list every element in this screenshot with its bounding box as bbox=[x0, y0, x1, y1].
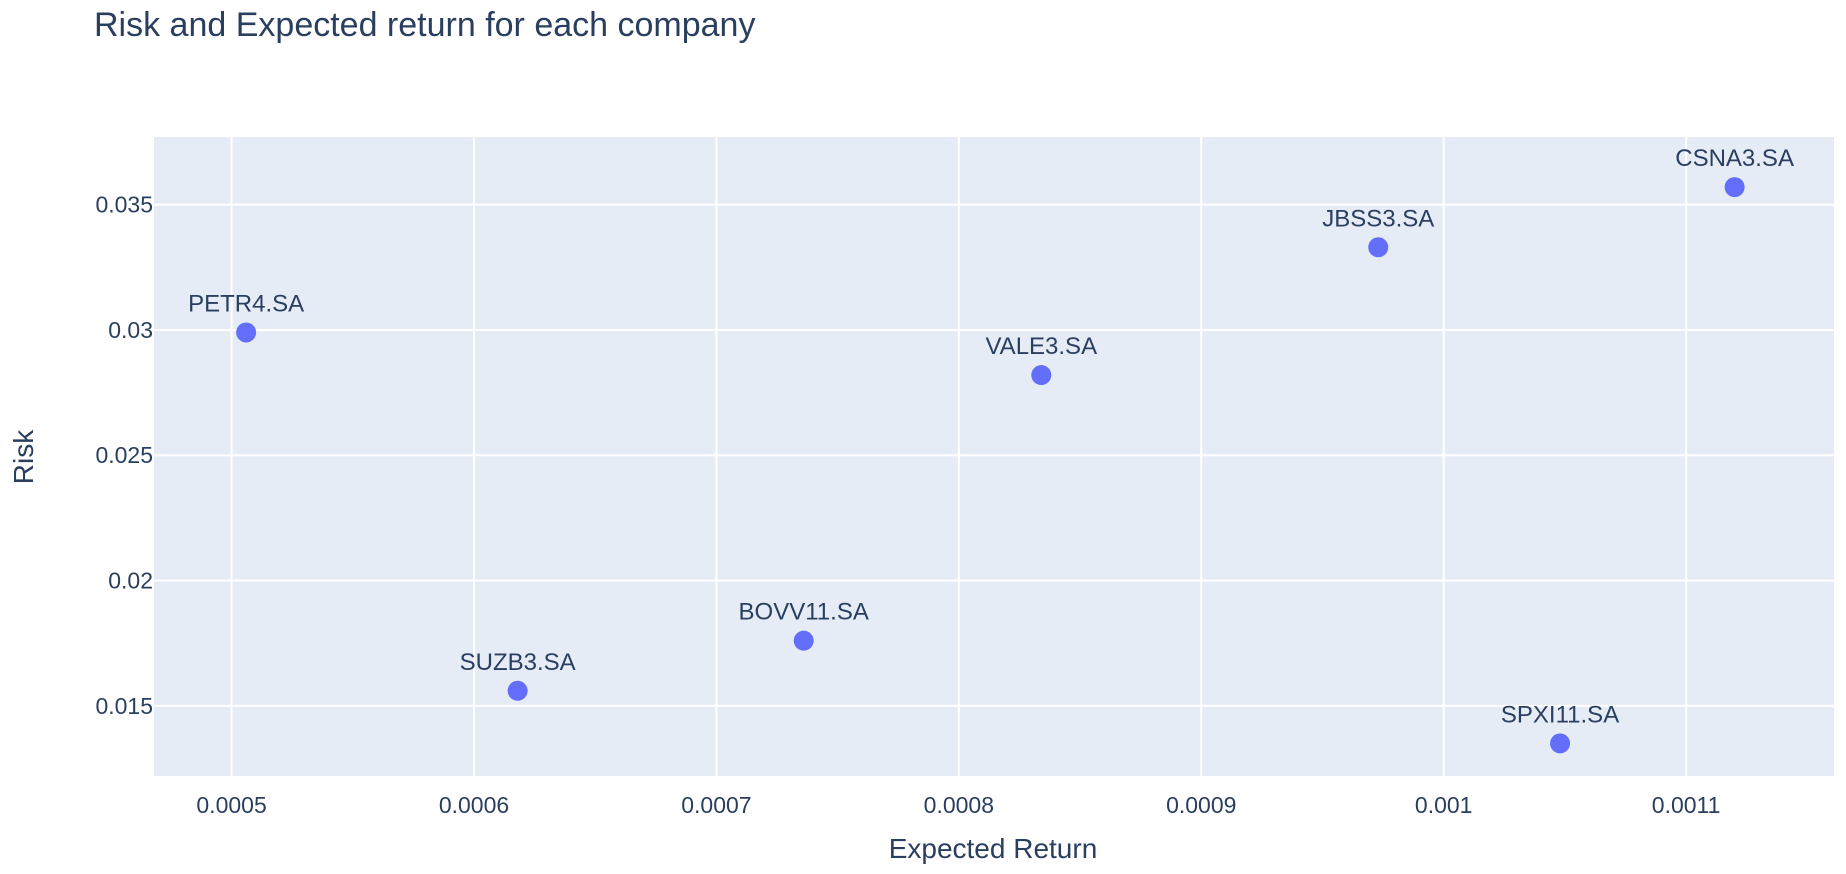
x-tick-label: 0.0011 bbox=[1652, 792, 1721, 818]
x-tick-label: 0.0008 bbox=[924, 792, 994, 818]
data-point-label: SUZB3.SA bbox=[460, 649, 576, 676]
x-tick-label: 0.0009 bbox=[1166, 792, 1236, 818]
grid-lines bbox=[154, 137, 1834, 776]
data-point-label: BOVV11.SA bbox=[739, 599, 869, 626]
y-tick-label: 0.035 bbox=[95, 192, 153, 218]
data-point-label: CSNA3.SA bbox=[1675, 145, 1794, 172]
y-axis-title: Risk bbox=[8, 429, 39, 484]
data-point bbox=[236, 322, 257, 343]
data-points: PETR4.SA SUZB3.SA BOVV11.SA VALE3.SA JBSS3.S… bbox=[188, 145, 1794, 754]
y-tick-label: 0.02 bbox=[108, 568, 153, 594]
data-point-label: JBSS3.SA bbox=[1322, 205, 1434, 232]
x-tick-label: 0.0007 bbox=[681, 792, 751, 818]
data-point bbox=[1724, 177, 1745, 198]
x-tick-label: 0.001 bbox=[1415, 792, 1473, 818]
data-point-label: PETR4.SA bbox=[188, 290, 304, 317]
data-point bbox=[793, 630, 814, 651]
chart-title: Risk and Expected return for each compan… bbox=[94, 6, 755, 44]
x-axis-ticks: 0.0005 0.0006 0.0007 0.0008 0.0009 0.001 0.001… bbox=[196, 792, 1720, 818]
data-point bbox=[1368, 237, 1389, 258]
y-tick-label: 0.025 bbox=[95, 442, 153, 468]
y-axis-ticks: 0.015 0.02 0.025 0.03 0.035 bbox=[95, 192, 153, 719]
data-point bbox=[507, 680, 528, 701]
y-tick-label: 0.03 bbox=[108, 317, 153, 343]
data-point-label: SPXI11.SA bbox=[1501, 701, 1619, 728]
data-point bbox=[1550, 733, 1571, 754]
y-tick-label: 0.015 bbox=[95, 693, 153, 719]
x-tick-label: 0.0005 bbox=[196, 792, 266, 818]
x-axis-title: Expected Return bbox=[889, 833, 1098, 864]
x-tick-label: 0.0006 bbox=[439, 792, 509, 818]
plot-area bbox=[154, 137, 1834, 776]
data-point-label: VALE3.SA bbox=[985, 333, 1097, 360]
data-point bbox=[1031, 365, 1052, 386]
